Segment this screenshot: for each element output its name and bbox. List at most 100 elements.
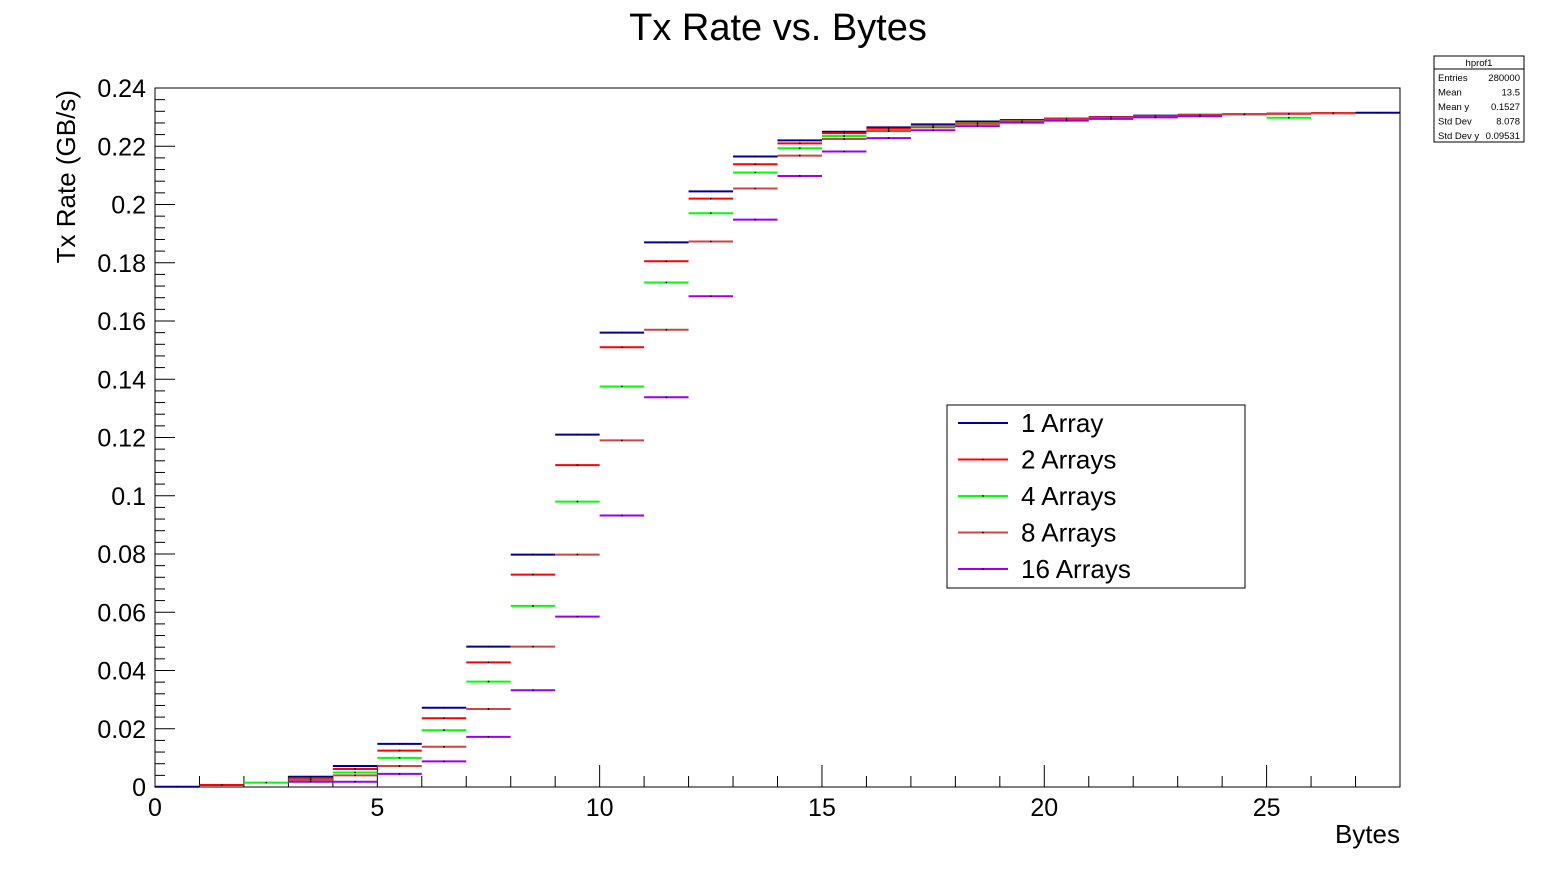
- y-tick-label: 0.02: [97, 716, 146, 744]
- data-point: [443, 717, 445, 720]
- data-point: [976, 125, 979, 128]
- x-tick-label: 0: [148, 794, 162, 822]
- x-tick-label: 25: [1253, 794, 1281, 822]
- legend-marker: [982, 422, 984, 424]
- y-tick-label: 0.18: [97, 250, 146, 278]
- data-point: [754, 163, 757, 166]
- legend-label: 2 Arrays: [1021, 445, 1116, 475]
- data-point: [932, 126, 935, 129]
- data-point: [532, 604, 534, 607]
- data-point: [309, 777, 312, 780]
- data-point: [576, 615, 579, 618]
- stats-box-frame: [1433, 55, 1525, 143]
- data-point: [220, 784, 223, 786]
- data-point: [443, 760, 445, 763]
- data-point: [487, 680, 490, 683]
- data-point: [532, 573, 534, 576]
- y-tick-label: 0.22: [97, 133, 146, 161]
- y-tick-label: 0.04: [97, 658, 146, 686]
- data-point: [1376, 111, 1379, 114]
- data-point: [487, 736, 490, 738]
- y-tick-label: 0.08: [97, 541, 146, 569]
- data-point: [620, 514, 623, 517]
- data-point: [709, 240, 712, 243]
- legend-label: 16 Arrays: [1021, 554, 1131, 584]
- data-point: [709, 197, 712, 200]
- data-point: [754, 155, 757, 158]
- data-point: [398, 772, 401, 775]
- data-point: [354, 765, 356, 767]
- y-tick-label: 0.12: [97, 425, 146, 453]
- data-point: [176, 785, 179, 788]
- data-point: [976, 122, 979, 125]
- data-point: [843, 138, 846, 140]
- series-layer: [155, 111, 1400, 788]
- data-point: [1287, 116, 1290, 119]
- stats-box: hprof1 Entries 280000 Mean 13.5 Mean y 0.1527…: [1433, 55, 1525, 143]
- data-point: [887, 137, 890, 139]
- data-point: [754, 187, 757, 190]
- chart-title: Tx Rate vs. Bytes: [629, 7, 927, 49]
- x-tick-label: 5: [370, 794, 384, 822]
- x-tick-label: 20: [1030, 794, 1058, 822]
- stats-value: 0.1527: [1491, 102, 1520, 113]
- data-point: [265, 781, 268, 784]
- data-point: [309, 780, 312, 783]
- data-point: [887, 130, 890, 133]
- data-point: [443, 745, 445, 748]
- legend-marker: [982, 531, 984, 534]
- legend-label: 1 Array: [1021, 408, 1103, 438]
- data-point: [798, 142, 801, 145]
- data-point: [487, 645, 490, 648]
- y-tick-label: 0.14: [97, 366, 146, 394]
- data-point: [843, 150, 846, 153]
- stats-rows: Entries 280000 Mean 13.5 Mean y 0.1527 Std Dev…: [1438, 73, 1520, 142]
- stats-box-title: hprof1: [1466, 58, 1493, 69]
- y-tick-label: 0: [132, 774, 146, 802]
- data-point: [798, 175, 801, 177]
- data-point: [309, 775, 312, 778]
- stats-label: Mean y: [1438, 102, 1469, 113]
- data-point: [1332, 112, 1335, 115]
- data-point: [709, 190, 712, 193]
- data-point: [798, 139, 801, 142]
- data-point: [354, 774, 356, 777]
- data-point: [398, 756, 401, 759]
- data-point: [354, 771, 356, 774]
- x-tick-label: 15: [808, 794, 836, 822]
- data-point: [843, 130, 846, 133]
- data-point: [620, 331, 623, 334]
- data-point: [532, 553, 534, 556]
- legend-entries: 1 Array 2 Arrays 4 Arrays 8 Arrays 16 Arrays: [958, 408, 1131, 584]
- data-point: [798, 154, 801, 157]
- data-point: [754, 171, 757, 174]
- data-point: [1199, 115, 1201, 118]
- legend: 1 Array 2 Arrays 4 Arrays 8 Arrays 16 Arrays: [946, 404, 1246, 589]
- data-point: [665, 396, 668, 399]
- series-5: [288, 115, 1223, 783]
- legend-label: 4 Arrays: [1021, 481, 1116, 511]
- legend-marker: [982, 495, 984, 497]
- data-point: [1287, 113, 1290, 115]
- y-tick-label: 0.16: [97, 308, 146, 336]
- y-tick-label: 0.1: [111, 483, 146, 511]
- data-point: [1243, 113, 1246, 116]
- data-point: [443, 729, 445, 732]
- data-point: [354, 780, 356, 783]
- data-point: [354, 768, 356, 770]
- data-point: [620, 346, 623, 349]
- data-point: [576, 500, 579, 503]
- stats-value: 280000: [1488, 73, 1520, 84]
- y-axis-label: Tx Rate (GB/s): [51, 90, 81, 263]
- x-tick-label: 10: [586, 794, 614, 822]
- data-point: [976, 120, 979, 123]
- x-axis-label: Bytes: [1335, 819, 1400, 849]
- data-point: [1065, 119, 1068, 122]
- data-point: [576, 553, 579, 556]
- data-point: [398, 765, 401, 767]
- data-point: [843, 132, 846, 135]
- y-tick-label: 0.06: [97, 599, 146, 627]
- data-point: [887, 126, 890, 129]
- data-point: [398, 742, 401, 745]
